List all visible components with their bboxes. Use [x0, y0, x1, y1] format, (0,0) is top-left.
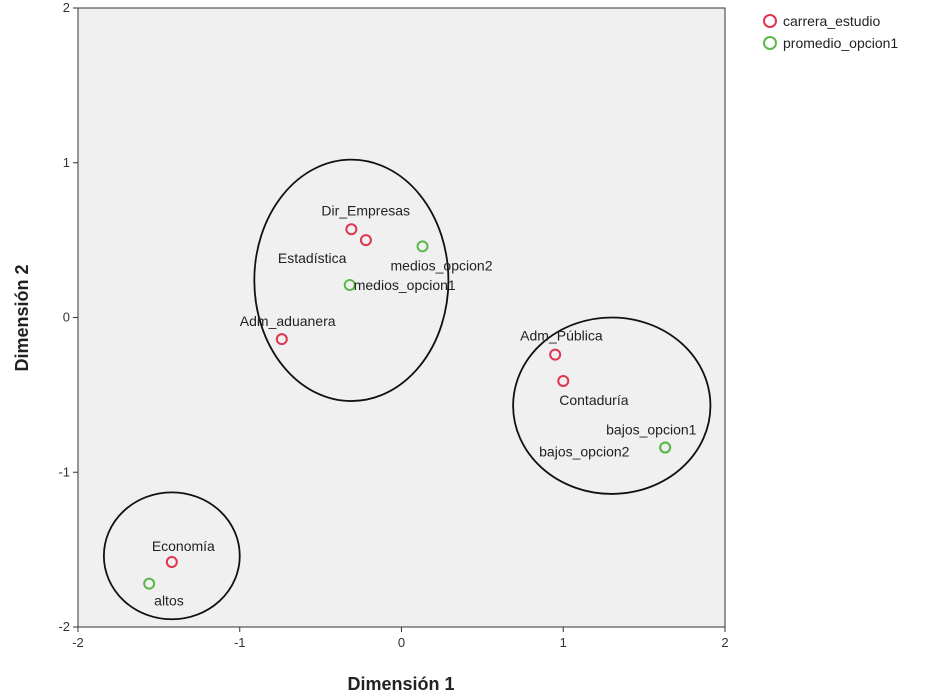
data-points — [143, 223, 672, 590]
legend-marker — [763, 14, 777, 28]
x-axis-ticks: -2 -1 0 1 2 — [72, 627, 729, 650]
point-label: Contaduría — [559, 392, 628, 408]
legend-label: carrera_estudio — [783, 13, 880, 29]
y-tick-label: -1 — [58, 464, 70, 479]
point-labels: Dir_Empresas Estadística Adm_aduanera Adm_P… — [152, 202, 697, 608]
point-1 — [659, 441, 672, 454]
y-axis-ticks: -2 -1 0 1 2 — [58, 0, 78, 634]
x-tick-label: 0 — [398, 635, 405, 650]
point-0 — [275, 333, 288, 346]
point-label: Adm_Pública — [520, 328, 603, 344]
legend: carrera_estudio promedio_opcion1 — [763, 13, 898, 51]
point-0 — [165, 556, 178, 569]
cluster-ellipse — [512, 316, 712, 495]
x-tick-label: -2 — [72, 635, 84, 650]
cluster-ellipse — [253, 158, 450, 402]
x-axis-title: Dimensión 1 — [347, 674, 454, 694]
point-label: medios_opcion1 — [354, 277, 456, 293]
point-1 — [343, 279, 356, 292]
point-1 — [416, 240, 429, 253]
point-label: altos — [154, 593, 184, 609]
point-label: Estadística — [278, 250, 347, 266]
y-tick-label: -2 — [58, 619, 70, 634]
y-tick-label: 0 — [63, 310, 70, 325]
point-label: Economía — [152, 538, 215, 554]
cluster-ellipse — [102, 491, 241, 621]
y-axis-title: Dimensión 2 — [12, 264, 32, 371]
point-label: bajos_opcion1 — [606, 421, 697, 437]
point-0 — [557, 374, 570, 387]
x-tick-label: 2 — [721, 635, 728, 650]
legend-marker — [763, 36, 777, 50]
point-label: Dir_Empresas — [321, 202, 410, 218]
y-tick-label: 2 — [63, 0, 70, 15]
annotation-ellipses — [102, 158, 712, 621]
y-tick-label: 1 — [63, 155, 70, 170]
point-0 — [549, 348, 562, 361]
x-tick-label: 1 — [560, 635, 567, 650]
point-label: medios_opcion2 — [391, 257, 493, 273]
point-label: Adm_aduanera — [240, 313, 336, 329]
legend-label: promedio_opcion1 — [783, 35, 898, 51]
plot-area — [77, 7, 726, 628]
x-tick-label: -1 — [234, 635, 246, 650]
point-1 — [143, 577, 156, 590]
point-label: bajos_opcion2 — [539, 443, 630, 459]
point-0 — [345, 223, 358, 236]
point-0 — [359, 234, 372, 247]
